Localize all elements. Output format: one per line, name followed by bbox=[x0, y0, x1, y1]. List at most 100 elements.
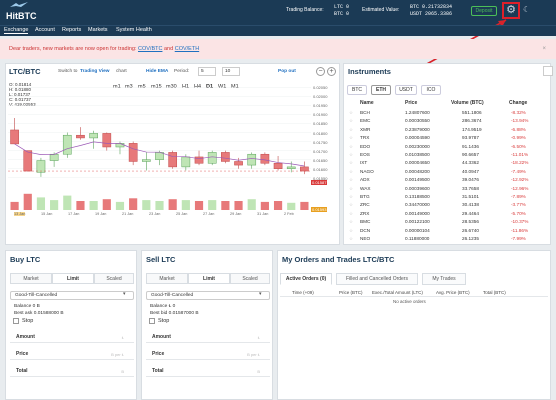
notice-link-cov-btc[interactable]: COV/BTC bbox=[138, 46, 163, 52]
moon-icon[interactable]: ☾ bbox=[523, 5, 531, 14]
star-icon[interactable]: ☆ bbox=[349, 135, 354, 141]
inst-tab-btc[interactable]: BTC bbox=[347, 85, 367, 95]
close-icon[interactable]: × bbox=[542, 46, 546, 52]
buy-tab-market[interactable]: Market bbox=[10, 273, 52, 284]
candle-body[interactable] bbox=[10, 129, 19, 145]
candle-body[interactable] bbox=[102, 133, 112, 148]
instrument-row[interactable]: ☆ ADX 0.00149500 39.0476 -12.92% bbox=[347, 177, 537, 185]
buy-stop-checkbox[interactable] bbox=[13, 318, 19, 324]
instrument-row[interactable]: ☆ DCN 0.00000104 26.6740 -11.86% bbox=[347, 228, 537, 236]
buy-price-field[interactable]: Price B per Ł bbox=[10, 348, 134, 360]
orders-tab-filled[interactable]: Filled and Cancelled Orders bbox=[336, 273, 418, 285]
sell-price-field[interactable]: Price B per Ł bbox=[146, 348, 270, 360]
orders-tab-trades[interactable]: My Trades bbox=[422, 273, 466, 285]
candle-body[interactable] bbox=[234, 161, 243, 166]
candle-body[interactable] bbox=[141, 159, 151, 162]
sell-amount-field[interactable]: Amount Ł bbox=[146, 331, 270, 343]
star-icon[interactable]: ☆ bbox=[349, 118, 354, 124]
inst-header-name[interactable]: Name bbox=[360, 100, 374, 106]
logo[interactable]: HitBTC bbox=[6, 11, 37, 21]
candle-body[interactable] bbox=[115, 143, 125, 148]
deposit-button[interactable]: Deposit bbox=[471, 6, 497, 16]
buy-amount-field[interactable]: Amount Ł bbox=[10, 331, 134, 343]
instrument-row[interactable]: ☆ EMC 0.00030550 286.3674 -13.94% bbox=[347, 118, 537, 126]
candle-body[interactable] bbox=[62, 134, 72, 155]
star-icon[interactable]: ☆ bbox=[349, 143, 354, 149]
nav-account[interactable]: Account bbox=[35, 27, 55, 33]
sell-stop-checkbox[interactable] bbox=[149, 318, 155, 324]
sell-tab-market[interactable]: Market bbox=[146, 273, 188, 284]
instrument-row[interactable]: ☆ TRX 0.00004590 93.9787 -0.99% bbox=[347, 135, 537, 143]
gear-icon[interactable]: ⚙ bbox=[506, 4, 516, 16]
sell-tab-limit[interactable]: Limit bbox=[188, 273, 230, 284]
sell-tab-scaled[interactable]: Scaled bbox=[230, 273, 270, 284]
buy-total-field[interactable]: Total B bbox=[10, 365, 134, 377]
zoom-in-icon[interactable]: + bbox=[327, 67, 336, 76]
buy-tab-scaled[interactable]: Scaled bbox=[94, 273, 134, 284]
trading-view-link[interactable]: Trading View bbox=[80, 69, 110, 74]
star-icon[interactable]: ☆ bbox=[349, 110, 354, 115]
candle-body[interactable] bbox=[273, 163, 283, 169]
instrument-row[interactable]: ☆ NAGO 0.00048200 40.0947 -7.49% bbox=[347, 169, 537, 177]
hide-ema-toggle[interactable]: Hide EMA bbox=[146, 69, 169, 74]
buy-tab-limit[interactable]: Limit bbox=[52, 273, 94, 284]
star-icon[interactable]: ☆ bbox=[349, 210, 354, 216]
buy-tif-select[interactable]: Good-Till-Cancelled bbox=[10, 291, 134, 300]
candle-body[interactable] bbox=[49, 153, 59, 161]
inst-tab-eth[interactable]: ETH bbox=[371, 85, 391, 95]
instrument-row[interactable]: ☆ EOS 0.01038500 90.6657 -11.01% bbox=[347, 152, 537, 160]
star-icon[interactable]: ☆ bbox=[349, 152, 354, 157]
inst-tab-ico[interactable]: ICO bbox=[421, 85, 441, 95]
inst-tab-usdt[interactable]: USDT bbox=[395, 85, 417, 95]
candle-body[interactable] bbox=[181, 156, 191, 168]
period-input-1[interactable]: 5 bbox=[198, 67, 216, 76]
instrument-row[interactable]: ☆ BMC 0.00122100 28.5356 -10.37% bbox=[347, 219, 537, 227]
inst-header-change[interactable]: Change bbox=[509, 100, 528, 106]
candle-body[interactable] bbox=[23, 150, 33, 172]
star-icon[interactable]: ☆ bbox=[349, 185, 354, 191]
instruments-collapse-button[interactable] bbox=[543, 66, 553, 76]
candle-body[interactable] bbox=[300, 166, 309, 172]
candle-body[interactable] bbox=[207, 152, 217, 164]
orders-tab-active[interactable]: Active Orders (0) bbox=[280, 273, 332, 285]
star-icon[interactable]: ☆ bbox=[349, 227, 354, 233]
instrument-row[interactable]: ☆ EDO 0.00230000 91.1436 -6.50% bbox=[347, 144, 537, 152]
star-icon[interactable]: ☆ bbox=[349, 236, 354, 241]
sell-tif-select[interactable]: Good-Till-Cancelled bbox=[146, 291, 270, 300]
instrument-row[interactable]: ☆ IXT 0.00004650 44.3362 -18.22% bbox=[347, 160, 537, 168]
star-icon[interactable]: ☆ bbox=[349, 177, 354, 183]
instrument-row[interactable]: ☆ BTG 0.13188500 31.5101 -7.89% bbox=[347, 194, 537, 202]
star-icon[interactable]: ☆ bbox=[349, 168, 354, 174]
star-icon[interactable]: ☆ bbox=[349, 219, 354, 225]
instrument-row[interactable]: ☆ NEO 0.11880000 26.1235 -7.99% bbox=[347, 236, 537, 244]
inst-header-price[interactable]: Price bbox=[405, 100, 418, 106]
candle-body[interactable] bbox=[89, 133, 98, 139]
candle-body[interactable] bbox=[194, 156, 204, 164]
sell-total-field[interactable]: Total B bbox=[146, 365, 270, 377]
candle-body[interactable] bbox=[76, 134, 85, 139]
candle-body[interactable] bbox=[36, 160, 46, 173]
instrument-row[interactable]: ☆ WAX 0.00039600 33.7658 -12.96% bbox=[347, 186, 537, 194]
candle-body[interactable] bbox=[168, 152, 178, 168]
star-icon[interactable]: ☆ bbox=[349, 202, 354, 208]
nav-system-health[interactable]: System Health bbox=[116, 27, 152, 33]
candlestick-chart[interactable] bbox=[8, 80, 311, 217]
candle-body[interactable] bbox=[247, 153, 257, 166]
candle-body[interactable] bbox=[286, 166, 296, 169]
candle-body[interactable] bbox=[260, 153, 270, 164]
nav-markets[interactable]: Markets bbox=[88, 27, 108, 33]
notice-link-cov-eth[interactable]: COV/ETH bbox=[174, 46, 200, 52]
candle-body[interactable] bbox=[221, 152, 230, 162]
candle-body[interactable] bbox=[155, 152, 164, 160]
nav-reports[interactable]: Reports bbox=[62, 27, 82, 33]
period-input-2[interactable]: 10 bbox=[222, 67, 240, 76]
inst-header-volume[interactable]: Volume (BTC) bbox=[451, 100, 484, 106]
zoom-out-icon[interactable]: − bbox=[316, 67, 325, 76]
nav-exchange[interactable]: Exchange bbox=[4, 27, 29, 34]
pop-out-link[interactable]: Pop out bbox=[278, 69, 296, 74]
star-icon[interactable]: ☆ bbox=[349, 194, 354, 199]
instrument-row[interactable]: ☆ BCH 1.24807600 551.1806 -8.32% bbox=[347, 110, 537, 118]
instrument-row[interactable]: ☆ ZRC 0.34470000 30.4138 -3.77% bbox=[347, 202, 537, 210]
instrument-row[interactable]: ☆ XMR 0.23879000 174.9519 -6.88% bbox=[347, 127, 537, 135]
instrument-row[interactable]: ☆ ZRX 0.00149000 29.4464 -5.70% bbox=[347, 211, 537, 219]
